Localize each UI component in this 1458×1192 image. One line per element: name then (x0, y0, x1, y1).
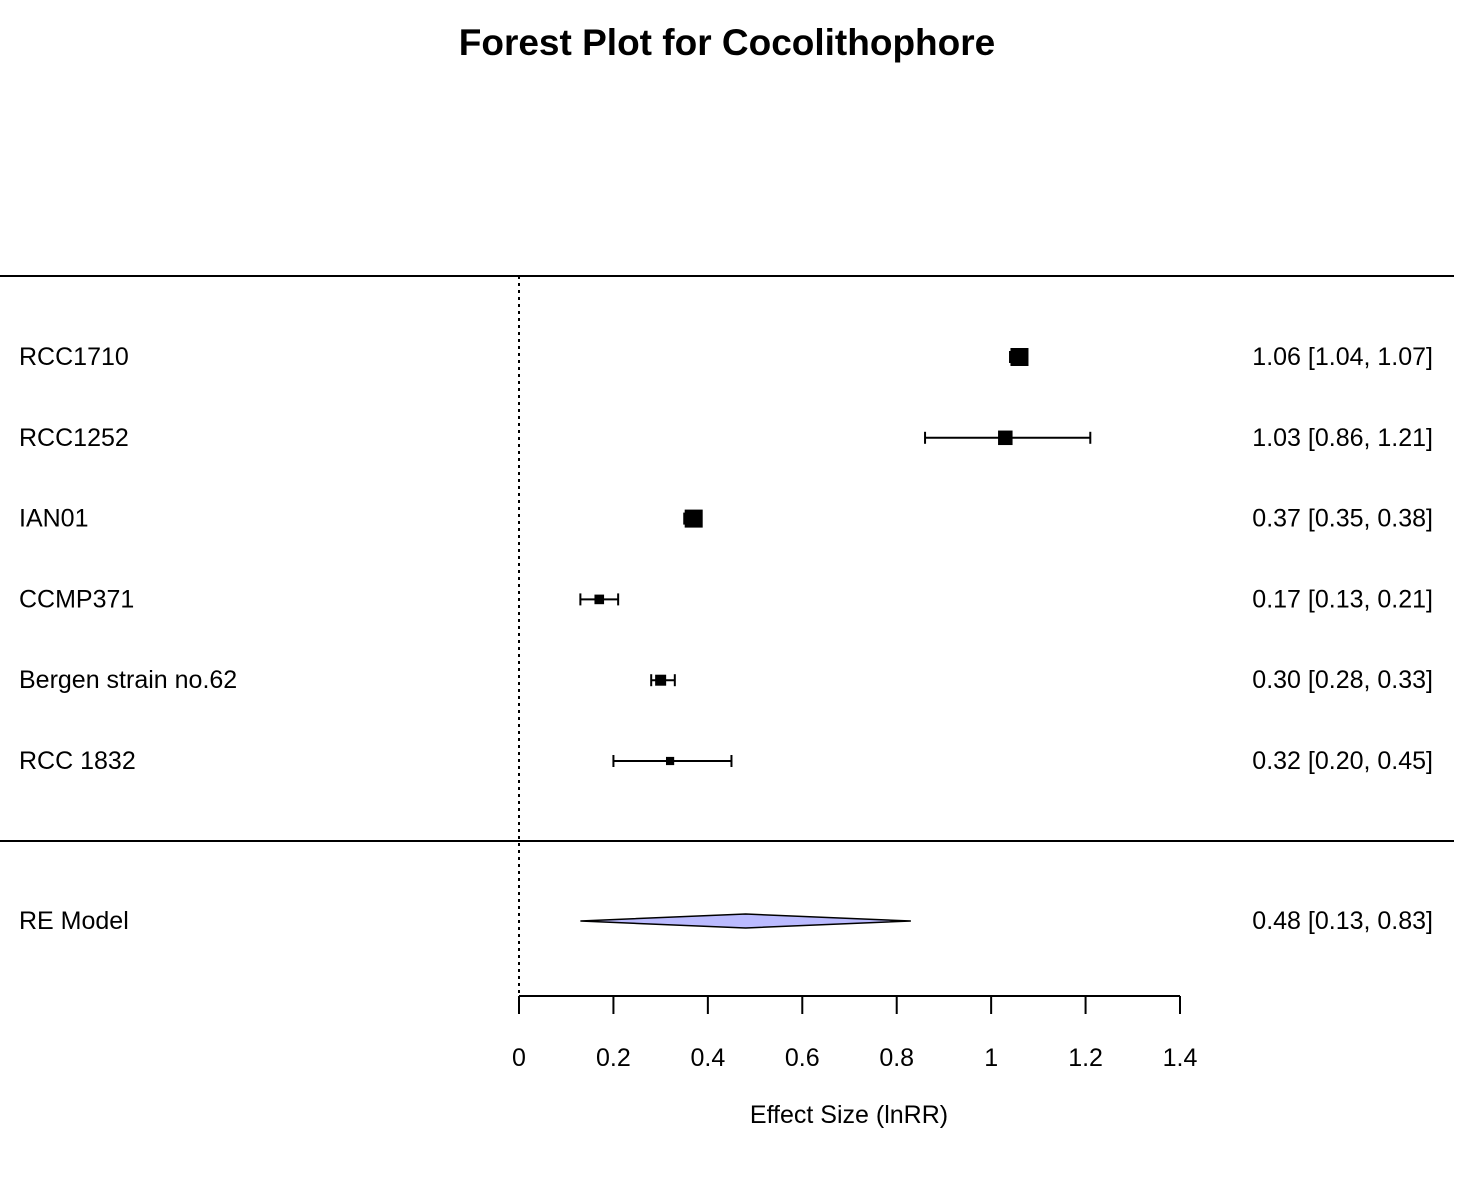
study-ci-text: 1.06 [1.04, 1.07] (1252, 343, 1433, 371)
study-row: IAN01 0.37 [0.35, 0.38] (19, 505, 1433, 533)
study-ci-text: 0.17 [0.13, 0.21] (1252, 585, 1433, 613)
point-estimate-marker (655, 674, 667, 686)
study-name: RCC 1832 (19, 747, 136, 775)
point-estimate-marker (998, 430, 1013, 446)
x-tick-label: 0.6 (785, 1044, 820, 1072)
study-name: Bergen strain no.62 (19, 666, 237, 694)
x-tick-label: 1.4 (1163, 1044, 1198, 1072)
study-ci-text: 0.30 [0.28, 0.33] (1252, 666, 1433, 694)
x-tick-label: 0.4 (690, 1044, 725, 1072)
x-tick-label: 1.2 (1068, 1044, 1103, 1072)
study-name: RCC1710 (19, 343, 129, 371)
point-estimate-marker (684, 509, 703, 528)
point-estimate-marker (665, 756, 675, 766)
x-axis-label: Effect Size (lnRR) (750, 1101, 948, 1129)
study-name: CCMP371 (19, 585, 134, 613)
x-tick-label: 0.2 (596, 1044, 631, 1072)
study-row: Bergen strain no.62 0.30 [0.28, 0.33] (19, 666, 1433, 694)
study-ci-text: 0.37 [0.35, 0.38] (1252, 505, 1433, 533)
study-row: CCMP371 0.17 [0.13, 0.21] (19, 585, 1433, 613)
study-row: RCC1252 1.03 [0.86, 1.21] (19, 424, 1433, 452)
study-name: RCC1252 (19, 424, 129, 452)
study-ci-text: 1.03 [0.86, 1.21] (1252, 424, 1433, 452)
x-tick-label: 1 (984, 1044, 998, 1072)
x-axis: 0 0.2 0.4 0.6 0.8 1 1.2 1.4 (512, 995, 1198, 1072)
study-row: RCC1710 1.06 [1.04, 1.07] (19, 343, 1433, 371)
x-tick-label: 0.8 (879, 1044, 914, 1072)
chart-title: Forest Plot for Cocolithophore (459, 22, 995, 63)
x-tick-label: 0 (512, 1044, 526, 1072)
summary-ci-text: 0.48 [0.13, 0.83] (1252, 907, 1433, 935)
point-estimate-marker (594, 594, 605, 605)
summary-row: RE Model 0.48 [0.13, 0.83] (19, 907, 1433, 935)
study-rows: RCC1710 1.06 [1.04, 1.07] RCC1252 1.03 [0.8… (19, 343, 1433, 775)
study-ci-text: 0.32 [0.20, 0.45] (1252, 747, 1433, 775)
study-row: RCC 1832 0.32 [0.20, 0.45] (19, 747, 1433, 775)
study-name: IAN01 (19, 505, 88, 533)
summary-name: RE Model (19, 907, 129, 935)
point-estimate-marker (1010, 348, 1029, 366)
summary-diamond (580, 913, 911, 929)
